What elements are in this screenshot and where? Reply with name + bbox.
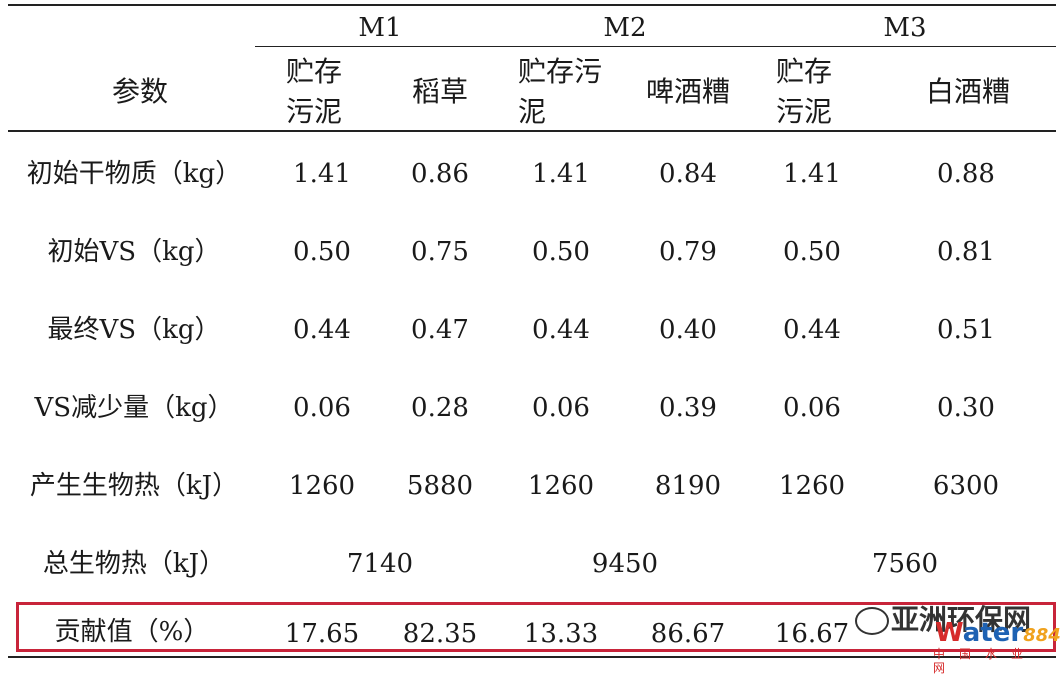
table-cell: 5880 xyxy=(406,471,474,501)
contrib-row-v1: 17.65 xyxy=(284,619,360,649)
table-cell: 0.50 xyxy=(532,237,590,267)
table-cell: 0.06 xyxy=(783,393,841,423)
total-row-label: 总生物热（kJ） xyxy=(42,549,226,579)
param-header: 参数 xyxy=(111,75,169,108)
table-cell: 0.51 xyxy=(937,315,995,345)
row-label: VS减少量（kg） xyxy=(34,393,234,423)
water8848-logo: Water8848 xyxy=(935,618,1060,648)
table-cell: 0.06 xyxy=(532,393,590,423)
subheader-m3-sludge: 贮存污泥 xyxy=(776,55,833,128)
table-cell: 1.41 xyxy=(293,159,351,189)
subheader-m2-beer-grain: 啤酒糟 xyxy=(645,75,731,108)
table-cell: 1.41 xyxy=(783,159,841,189)
top-rule xyxy=(8,4,1056,6)
watermark-sub: 中国水业网 xyxy=(933,647,1038,675)
table-cell: 0.06 xyxy=(293,393,351,423)
contrib-row-v3: 13.33 xyxy=(523,619,599,649)
table-cell: 0.40 xyxy=(659,315,717,345)
table-cell: 0.47 xyxy=(411,315,469,345)
watermark-text: 亚洲环保网 xyxy=(891,603,1032,636)
table-cell: 0.75 xyxy=(411,237,469,267)
table-cell: 8190 xyxy=(654,471,722,501)
table-cell: 1260 xyxy=(527,471,595,501)
total-row-m1: 7140 xyxy=(346,549,414,579)
contrib-row-v2: 82.35 xyxy=(402,619,478,649)
table-cell: 0.44 xyxy=(293,315,351,345)
table-cell: 0.84 xyxy=(659,159,717,189)
contrib-row-v4: 86.67 xyxy=(650,619,726,649)
row-label: 最终VS（kg） xyxy=(47,315,221,345)
table-cell: 0.79 xyxy=(659,237,717,267)
contrib-row-label: 贡献值（%） xyxy=(54,617,210,647)
total-row-m3: 7560 xyxy=(871,549,939,579)
group-rule xyxy=(255,46,1056,47)
row-label: 初始VS（kg） xyxy=(47,237,221,267)
subheader-m2-sludge: 贮存污泥 xyxy=(518,55,603,128)
total-row-m2: 9450 xyxy=(591,549,659,579)
table-cell: 0.88 xyxy=(937,159,995,189)
table-cell: 0.50 xyxy=(783,237,841,267)
bottom-rule xyxy=(8,656,1056,658)
table-cell: 6300 xyxy=(932,471,1000,501)
table-cell: 0.28 xyxy=(411,393,469,423)
group-header-m3: M3 xyxy=(883,13,927,43)
group-header-m2: M2 xyxy=(603,13,647,43)
wechat-icon xyxy=(855,607,889,635)
table-cell: 0.44 xyxy=(783,315,841,345)
table-cell: 0.81 xyxy=(937,237,995,267)
row-label: 产生生物热（kJ） xyxy=(29,471,239,501)
highlight-box xyxy=(16,602,1056,652)
subheader-m3-liquor-grain: 白酒糟 xyxy=(925,75,1011,108)
table-cell: 1260 xyxy=(778,471,846,501)
table-cell: 1.41 xyxy=(532,159,590,189)
contrib-row-v5: 16.67 xyxy=(774,619,850,649)
table-cell: 0.44 xyxy=(532,315,590,345)
table-cell: 0.30 xyxy=(937,393,995,423)
table-cell: 0.86 xyxy=(411,159,469,189)
table-cell: 1260 xyxy=(288,471,356,501)
table-cell: 0.39 xyxy=(659,393,717,423)
row-label: 初始干物质（kg） xyxy=(26,159,242,189)
table-cell: 0.50 xyxy=(293,237,351,267)
header-rule xyxy=(8,130,1056,132)
subheader-m1-sludge: 贮存污泥 xyxy=(286,55,343,128)
group-header-m1: M1 xyxy=(358,13,402,43)
subheader-m1-straw: 稻草 xyxy=(411,75,469,108)
watermark: 亚洲环保网 Water8848 中国水业网 xyxy=(855,603,1060,675)
